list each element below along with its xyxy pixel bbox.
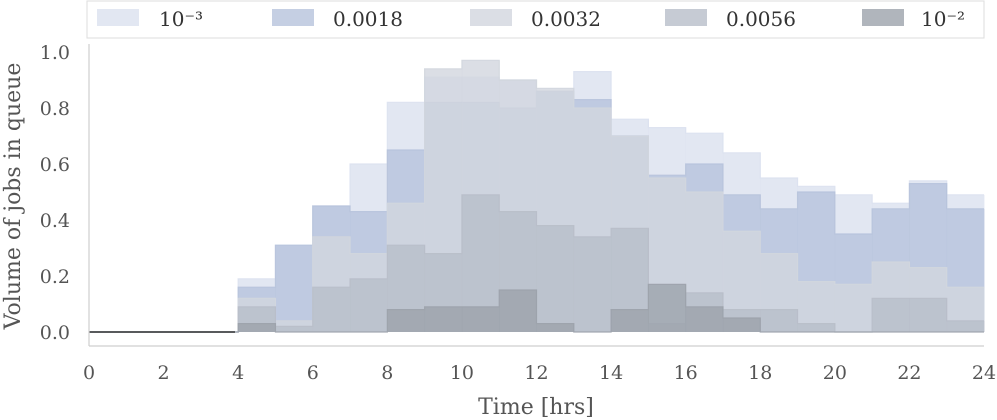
series-4-bar-16: [685, 306, 724, 332]
x-tick-label: 0: [83, 362, 95, 384]
series-1-bar-5: [275, 245, 314, 332]
series-3-bar-22: [909, 298, 948, 332]
series-4-bar-8: [387, 309, 426, 332]
legend-swatch: [665, 9, 707, 26]
series-3-bar-19: [797, 323, 836, 332]
y-tick-label: 0.8: [40, 98, 70, 120]
legend-frame: [86, 0, 985, 39]
x-tick-label: 16: [674, 362, 698, 384]
series-3-bar-13: [573, 236, 612, 332]
x-tick-label: 24: [972, 362, 996, 384]
x-axis-label: Time [hrs]: [478, 395, 594, 420]
y-tick-label: 0.0: [40, 322, 70, 344]
y-tick-label: 0.4: [40, 210, 70, 232]
series-4-bar-17: [722, 318, 761, 332]
series-4-outline: [89, 283, 984, 333]
y-tick-labels: 0.0 0.2 0.4 0.6 0.8 1.0: [40, 42, 70, 344]
x-tick-label: 18: [748, 362, 772, 384]
series-3-bar-23: [946, 320, 985, 332]
legend-swatch: [97, 9, 139, 26]
series-layer: [89, 59, 985, 333]
x-tick-label: 14: [599, 362, 623, 384]
series-4-bar-14: [611, 309, 649, 332]
x-tick-label: 20: [823, 362, 847, 384]
series-4-bar-11: [499, 290, 537, 332]
x-tick-label: 12: [524, 362, 548, 384]
legend-swatch: [862, 9, 904, 26]
series-2-bar-20: [834, 284, 873, 332]
series-3-bar-12: [536, 225, 575, 332]
series-2-outline: [89, 59, 984, 333]
y-axis-label: Volume of jobs in queue: [1, 63, 26, 331]
y-tick-label: 1.0: [40, 42, 70, 64]
legend-swatch: [272, 9, 314, 26]
x-tick-labels: 0 2 4 6 8 10 12 14 16 18 20 22 24: [83, 362, 996, 384]
y-tick-label: 0.6: [40, 154, 70, 176]
series-3-bar-7: [350, 278, 388, 332]
legend: 10⁻³ 0.0018 0.0032 0.0056 10⁻²: [86, 0, 985, 39]
y-tick-label: 0.2: [40, 266, 70, 288]
x-tick-label: 6: [307, 362, 319, 384]
series-4-bar-10: [461, 306, 500, 332]
series-3-bar-18: [760, 309, 798, 332]
series-3-bar-6: [312, 287, 351, 332]
series-4-bar-12: [536, 323, 575, 332]
legend-label: 0.0056: [726, 7, 796, 31]
legend-label: 0.0032: [531, 7, 601, 31]
legend-label: 10⁻³: [159, 7, 203, 31]
series-4: [89, 283, 984, 333]
x-tick-label: 22: [897, 362, 921, 384]
x-tick-label: 2: [158, 362, 170, 384]
series-3-bar-21: [872, 298, 910, 332]
series-3-bar-5: [275, 326, 314, 332]
series-4-bar-15: [648, 284, 687, 332]
series-4-bar-9: [424, 306, 463, 332]
x-tick-label: 4: [232, 362, 244, 384]
legend-label: 0.0018: [333, 7, 403, 31]
x-tick-label: 10: [450, 362, 474, 384]
x-tick-label: 8: [381, 362, 393, 384]
legend-label: 10⁻²: [921, 7, 965, 31]
series-4-bar-4: [238, 323, 276, 332]
legend-swatch: [470, 9, 512, 26]
